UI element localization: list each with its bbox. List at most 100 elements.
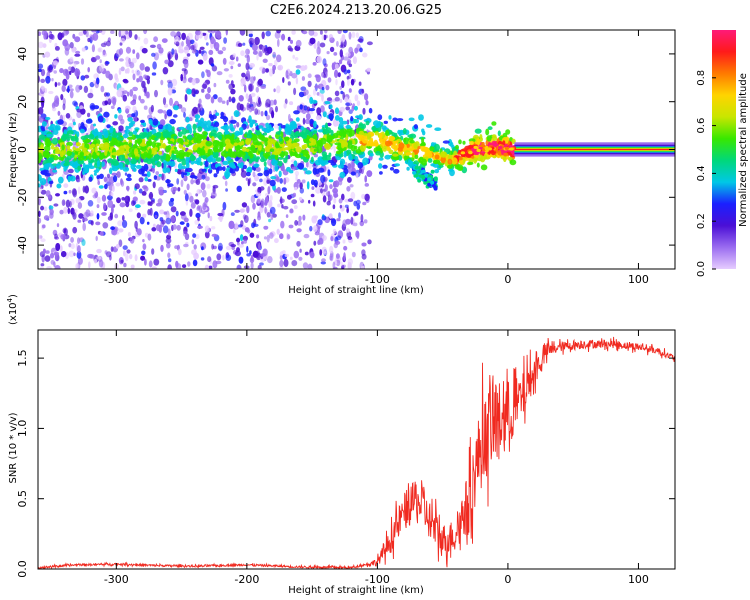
heatmap-speck	[43, 248, 46, 254]
heatmap-ridge-cell	[200, 151, 206, 156]
colorbar-tick-label: 0.8	[696, 70, 707, 86]
heatmap-speck	[61, 251, 67, 258]
heatmap-ridge-cell	[97, 115, 104, 123]
heatmap-speck	[96, 248, 102, 254]
heatmap-speck	[301, 30, 308, 35]
heatmap-ridge-cell	[118, 108, 122, 114]
heatmap-speck	[161, 219, 166, 225]
heatmap-ridge-cell	[324, 143, 332, 150]
heatmap-speck	[190, 202, 196, 209]
heatmap-ridge-cell	[271, 159, 278, 166]
heatmap-speck	[182, 264, 187, 268]
heatmap-ridge-cell	[354, 105, 358, 111]
heatmap-speck	[137, 36, 141, 41]
heatmap-ridge-cell	[385, 130, 389, 137]
heatmap-ridge-cell	[61, 133, 67, 142]
heatmap-ridge-cell	[130, 120, 136, 125]
heatmap-ridge-cell	[277, 123, 283, 127]
heatmap-speck	[276, 30, 281, 34]
heatmap-speck	[75, 84, 81, 93]
heatmap-speck	[118, 239, 123, 247]
heatmap-speck	[222, 201, 227, 211]
heatmap-speck	[193, 244, 197, 250]
heatmap-ridge-cell	[46, 133, 53, 138]
heatmap-speck	[335, 253, 340, 259]
heatmap-speck	[252, 250, 259, 258]
heatmap-ridge-cell	[193, 138, 199, 144]
heatmap-speck	[364, 93, 369, 101]
heatmap-speck	[69, 90, 74, 99]
heatmap-speck	[151, 52, 156, 57]
heatmap-ridge-cell	[270, 123, 275, 127]
heatmap-speck	[335, 235, 342, 241]
heatmap-speck	[121, 197, 126, 201]
heatmap-ridge-cell	[60, 156, 64, 162]
heatmap-ridge-cell	[261, 137, 269, 142]
heatmap-ridge-cell	[79, 128, 85, 134]
heatmap-speck	[153, 258, 160, 266]
heatmap-ridge-cell	[173, 105, 179, 111]
heatmap-speck	[236, 121, 240, 128]
heatmap-ridge-cell	[88, 159, 95, 164]
heatmap-ridge-cell	[48, 154, 55, 158]
heatmap-speck	[213, 82, 217, 88]
heatmap-speck	[304, 118, 311, 125]
heatmap-speck	[123, 262, 127, 268]
heatmap-ridge-cell	[144, 176, 148, 182]
heatmap-speck	[56, 223, 60, 228]
heatmap-speck	[251, 128, 255, 132]
heatmap-ridge-cell	[195, 118, 199, 123]
heatmap-speck	[317, 226, 321, 234]
heatmap-ridge-cell	[338, 133, 345, 140]
heatmap-speck	[76, 178, 81, 183]
heatmap-ridge-cell	[414, 141, 420, 147]
heatmap-ridge-cell	[362, 123, 366, 129]
heatmap-speck	[309, 251, 315, 259]
heatmap-ridge-cell	[85, 118, 93, 124]
heatmap-ridge-cell	[231, 165, 237, 169]
heatmap-ridge-cell	[300, 126, 305, 131]
heatmap-speck	[346, 186, 351, 192]
heatmap-speck	[251, 43, 258, 52]
heatmap-speck	[206, 183, 211, 189]
heatmap-speck	[146, 221, 150, 225]
heatmap-ridge-cell	[224, 138, 231, 145]
heatmap-ridge-peak	[473, 145, 478, 149]
heatmap-speck	[358, 81, 362, 86]
heatmap-speck	[246, 54, 250, 63]
heatmap-ridge-cell	[38, 154, 43, 160]
heatmap-ridge-cell	[420, 141, 426, 147]
heatmap-ridge-peak	[461, 153, 466, 157]
heatmap-speck	[266, 212, 271, 218]
heatmap-ridge-cell	[181, 147, 186, 151]
heatmap-speck	[248, 83, 253, 92]
heatmap-speck	[129, 253, 133, 260]
heatmap-speck	[136, 228, 142, 236]
heatmap-speck	[248, 33, 253, 38]
heatmap-branch-cell	[427, 182, 432, 187]
heatmap-ridge-cell	[263, 132, 268, 136]
heatmap-speck	[120, 66, 125, 72]
heatmap-speck	[91, 44, 95, 53]
heatmap-speck	[222, 254, 225, 261]
heatmap-ridge-cell	[64, 157, 70, 164]
heatmap-ridge-cell	[44, 139, 48, 146]
heatmap-ridge-cell	[257, 143, 262, 151]
heatmap-speck	[217, 242, 223, 252]
heatmap-ridge-cell	[329, 104, 333, 110]
heatmap-speck	[363, 219, 368, 224]
heatmap-ridge-cell	[455, 144, 459, 150]
heatmap-speck	[267, 256, 273, 264]
heatmap-ridge-cell	[108, 135, 112, 142]
heatmap-speck	[119, 202, 126, 208]
heatmap-speck	[322, 251, 328, 255]
heatmap-speck	[122, 245, 128, 251]
heatmap-ridge-cell	[339, 129, 345, 134]
heatmap-ridge-cell	[385, 140, 392, 147]
heatmap-speck	[277, 64, 284, 71]
spectrogram-heatmap	[38, 30, 675, 269]
heatmap-ridge-cell	[378, 157, 384, 161]
heatmap-speck	[187, 32, 193, 41]
heatmap-speck	[182, 230, 188, 237]
heatmap-speck	[197, 59, 204, 65]
